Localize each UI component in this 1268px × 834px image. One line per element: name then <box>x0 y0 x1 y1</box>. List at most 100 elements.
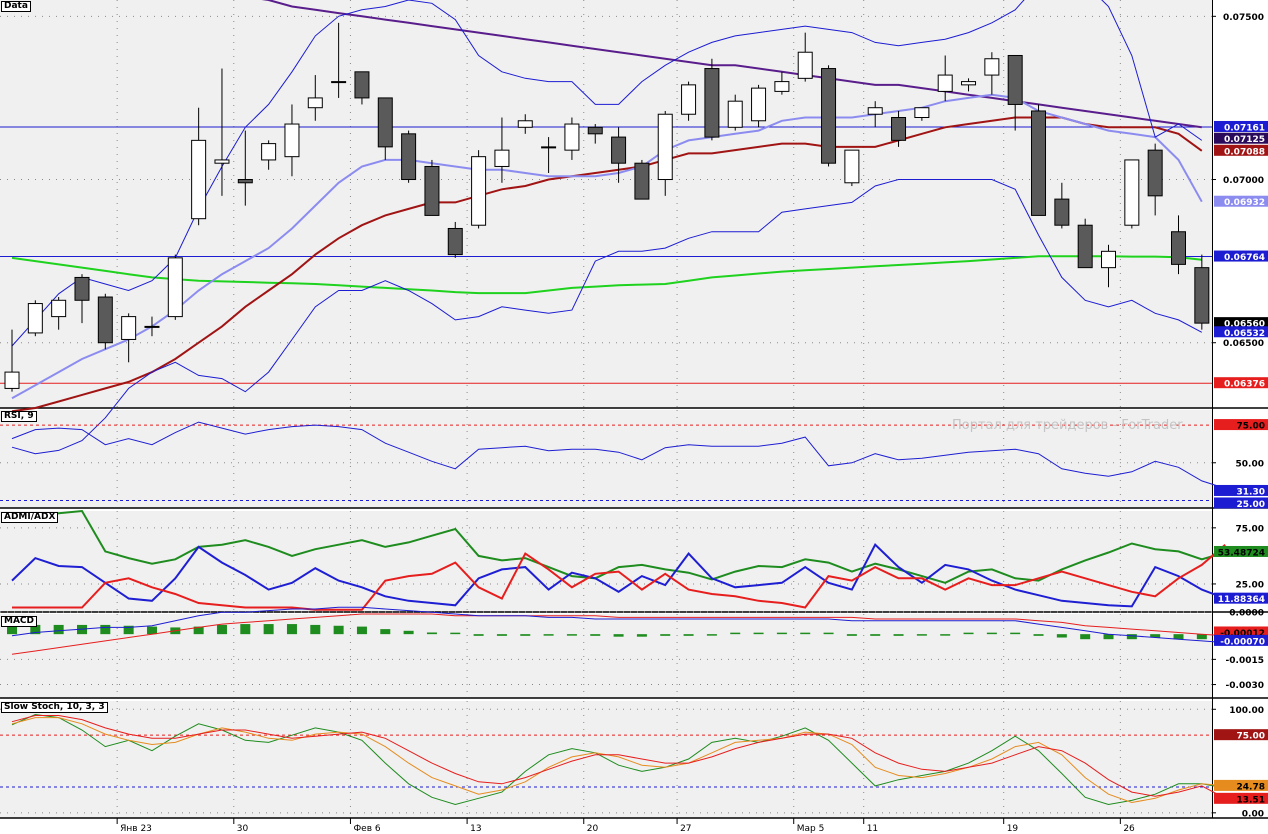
candle-bull <box>471 156 487 226</box>
price-tick-label: 0.07500 <box>1223 13 1264 23</box>
candle-bull <box>541 146 557 149</box>
macd-histogram-bar <box>1150 634 1161 638</box>
pane-title-price: Data <box>1 1 31 12</box>
candle-bull <box>307 97 323 109</box>
macd-histogram-bar <box>660 634 671 636</box>
macd-histogram-bar <box>986 632 997 635</box>
macd-histogram-bar <box>1080 634 1091 640</box>
pane-background <box>0 410 1212 508</box>
rsi-value-badge <box>1214 497 1268 509</box>
candle-bear <box>447 227 463 256</box>
candle-bear <box>634 162 650 200</box>
x-axis-label: Мар 5 <box>797 824 825 834</box>
macd-histogram-bar <box>123 625 134 635</box>
stoch-value-label: 24.78 <box>1237 782 1265 792</box>
adx-tick-label: 75.00 <box>1236 524 1264 534</box>
macd-histogram-bar <box>916 634 927 636</box>
ma_mid-line <box>11 255 1202 295</box>
candle-bear <box>1007 54 1023 105</box>
bollinger_mid-line <box>11 93 1203 400</box>
macd-histogram-bar <box>7 624 17 635</box>
candle-bull <box>261 143 277 161</box>
adx-tick-label: 25.00 <box>1236 580 1264 590</box>
rsi-value-label: 25.00 <box>1237 500 1265 510</box>
macd-histogram-bar <box>566 634 577 636</box>
candle-bull <box>1124 159 1140 226</box>
adx-value-badge <box>1214 592 1268 604</box>
x-axis-label: 13 <box>470 824 481 834</box>
adx-value-label: 53.48724 <box>1218 548 1265 558</box>
candle-bull <box>657 113 673 181</box>
macd-signal-line <box>11 613 1226 655</box>
candle-bull <box>284 123 300 158</box>
candle-bull <box>331 81 347 84</box>
macd-histogram-bar <box>1196 634 1207 640</box>
macd-histogram-bar <box>613 634 624 637</box>
pane-title-stoch: Slow Stoch, 10, 3, 3 <box>1 702 108 713</box>
ma_slow-line <box>261 0 1202 129</box>
price-value-label: 0.06560 <box>1224 320 1265 330</box>
candle-bear <box>1171 231 1186 265</box>
candle-bear <box>587 126 603 135</box>
macd-histogram-bar <box>590 634 601 636</box>
macd-histogram-bar <box>310 624 321 635</box>
macd-value-badge <box>1214 626 1268 638</box>
rsi-tick-label: 50.00 <box>1236 459 1264 469</box>
macd-histogram-bar <box>403 630 414 635</box>
candle-bear <box>377 97 393 148</box>
price-value-badge <box>1214 250 1268 262</box>
macd-histogram-bar <box>940 634 951 636</box>
macd-histogram-bar <box>216 624 227 635</box>
macd-histogram-bar <box>263 624 274 635</box>
macd-histogram-bar <box>193 626 204 635</box>
stoch_k-line <box>11 713 1226 806</box>
macd-histogram-bar <box>356 626 367 635</box>
macd-histogram-bar <box>380 629 391 635</box>
candle-bull <box>144 325 160 328</box>
macd-histogram-bar <box>543 634 554 636</box>
price-value-badge <box>1214 120 1268 132</box>
candle-bull <box>797 51 813 79</box>
candle-bull <box>27 303 43 334</box>
candle-bull <box>984 58 1000 76</box>
stoch-value-badge <box>1214 729 1268 741</box>
candle-bear <box>821 68 837 164</box>
macd-histogram-bar <box>823 632 834 635</box>
price-value-badge <box>1214 377 1268 389</box>
candle-bull <box>167 257 183 318</box>
macd-value-label: -0.00012 <box>1220 629 1265 639</box>
macd-histogram-bar <box>496 634 507 636</box>
stoch-value-label: 13.51 <box>1237 795 1265 805</box>
pane-background <box>0 701 1212 818</box>
pane-background <box>0 511 1212 612</box>
stoch-value-badge <box>1214 779 1268 791</box>
price-value-badge <box>1214 144 1268 156</box>
candle-bear <box>704 68 720 138</box>
candle-bull <box>4 371 20 389</box>
candle-bear <box>1054 198 1070 226</box>
macd-histogram-bar <box>1010 632 1021 635</box>
price-value-badge <box>1214 132 1268 144</box>
x-axis-label: Фев 6 <box>353 824 380 834</box>
rsi-value-badge <box>1214 484 1268 496</box>
candle-bull <box>961 81 977 86</box>
price-value-label: 0.06764 <box>1224 253 1265 263</box>
x-axis-label: 30 <box>237 824 249 834</box>
x-axis-strip <box>0 819 1268 834</box>
macd-tick-label: -0.0015 <box>1226 656 1264 666</box>
stoch-tick-label: 100.00 <box>1229 706 1264 716</box>
candle-bull <box>517 120 533 128</box>
macd-histogram-bar <box>426 632 437 635</box>
macd-histogram-bar <box>100 624 111 635</box>
candle-bear <box>611 136 627 164</box>
macd-histogram-bar <box>846 634 857 636</box>
macd-histogram-bar <box>286 624 297 635</box>
candle-bear <box>1194 267 1210 324</box>
x-axis-label: Янв 23 <box>120 824 152 834</box>
price-value-badge <box>1214 326 1268 338</box>
candle-bull <box>727 100 743 128</box>
macd-histogram-bar <box>1103 634 1114 640</box>
candle-bear <box>74 276 90 301</box>
stoch-tick-label: 0.00 <box>1242 809 1264 819</box>
